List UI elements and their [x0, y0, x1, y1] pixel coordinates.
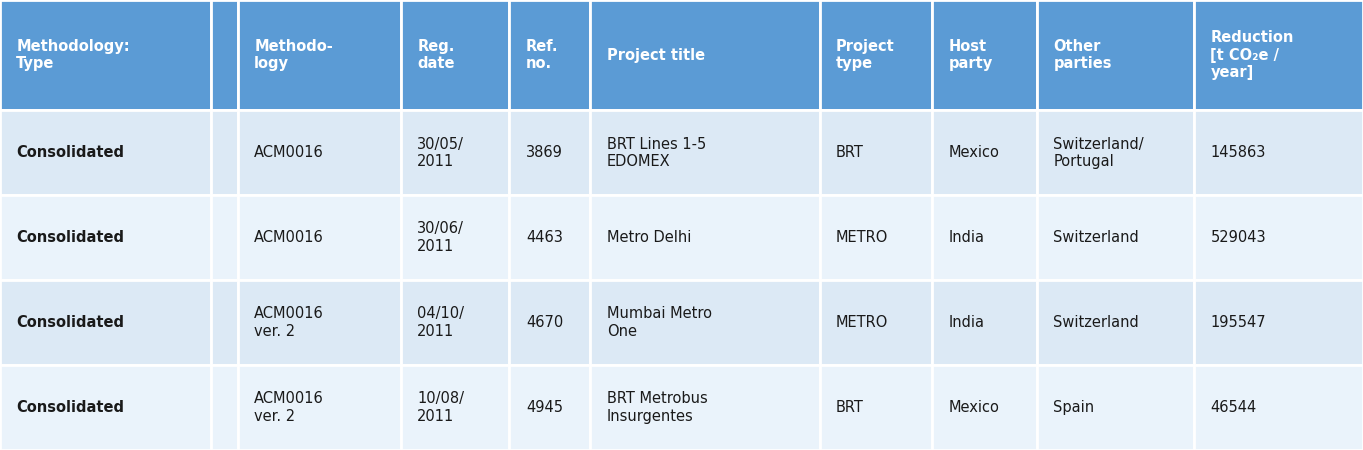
Text: Switzerland: Switzerland	[1054, 230, 1139, 245]
Text: 46544: 46544	[1210, 400, 1257, 415]
Bar	[1194, 195, 1363, 280]
Bar	[590, 365, 819, 450]
Bar	[211, 280, 237, 365]
Text: 195547: 195547	[1210, 315, 1266, 330]
Text: 3869: 3869	[526, 145, 563, 160]
Text: Spain: Spain	[1054, 400, 1094, 415]
Bar	[510, 280, 590, 365]
Bar	[932, 365, 1037, 450]
Text: Mexico: Mexico	[949, 400, 999, 415]
Bar	[1194, 110, 1363, 195]
Text: 145863: 145863	[1210, 145, 1266, 160]
Text: BRT: BRT	[836, 145, 864, 160]
Bar	[237, 110, 401, 195]
Text: 04/10/
2011: 04/10/ 2011	[417, 306, 465, 339]
Text: Reg.
date: Reg. date	[417, 39, 455, 71]
Text: BRT Metrobus
Insurgentes: BRT Metrobus Insurgentes	[607, 392, 707, 424]
Text: 10/08/
2011: 10/08/ 2011	[417, 392, 465, 424]
Bar	[590, 0, 819, 110]
Bar	[0, 195, 211, 280]
Text: 30/05/
2011: 30/05/ 2011	[417, 136, 463, 169]
Bar	[510, 195, 590, 280]
Text: BRT Lines 1-5
EDOMEX: BRT Lines 1-5 EDOMEX	[607, 136, 706, 169]
Text: Methodology:
Type: Methodology: Type	[16, 39, 129, 71]
Text: 30/06/
2011: 30/06/ 2011	[417, 221, 463, 254]
Text: Project
type: Project type	[836, 39, 895, 71]
Bar	[211, 110, 237, 195]
Bar	[401, 0, 510, 110]
Bar	[0, 365, 211, 450]
Bar	[1037, 110, 1194, 195]
Bar	[932, 195, 1037, 280]
Text: Switzerland/
Portugal: Switzerland/ Portugal	[1054, 136, 1144, 169]
Bar	[211, 0, 237, 110]
Text: 4670: 4670	[526, 315, 563, 330]
Text: ACM0016
ver. 2: ACM0016 ver. 2	[254, 306, 324, 339]
Text: Mumbai Metro
One: Mumbai Metro One	[607, 306, 711, 339]
Text: Consolidated: Consolidated	[16, 400, 124, 415]
Bar	[1037, 195, 1194, 280]
Text: 529043: 529043	[1210, 230, 1266, 245]
Bar	[819, 195, 932, 280]
Bar	[510, 0, 590, 110]
Bar	[590, 280, 819, 365]
Text: Switzerland: Switzerland	[1054, 315, 1139, 330]
Bar	[237, 365, 401, 450]
Text: India: India	[949, 315, 984, 330]
Text: Reduction
[t CO₂e /
year]: Reduction [t CO₂e / year]	[1210, 30, 1293, 80]
Text: Other
parties: Other parties	[1054, 39, 1112, 71]
Text: Consolidated: Consolidated	[16, 315, 124, 330]
Text: India: India	[949, 230, 984, 245]
Bar	[819, 365, 932, 450]
Text: ACM0016: ACM0016	[254, 230, 324, 245]
Bar	[932, 280, 1037, 365]
Text: Metro Delhi: Metro Delhi	[607, 230, 691, 245]
Text: ACM0016: ACM0016	[254, 145, 324, 160]
Bar	[1037, 280, 1194, 365]
Bar	[1194, 365, 1363, 450]
Bar	[510, 110, 590, 195]
Bar	[1194, 0, 1363, 110]
Bar	[0, 280, 211, 365]
Bar	[0, 110, 211, 195]
Text: Project title: Project title	[607, 48, 705, 63]
Bar	[401, 195, 510, 280]
Bar	[0, 0, 211, 110]
Bar	[819, 110, 932, 195]
Bar	[590, 110, 819, 195]
Bar	[237, 0, 401, 110]
Bar	[401, 365, 510, 450]
Bar	[1037, 365, 1194, 450]
Bar	[237, 280, 401, 365]
Bar	[932, 110, 1037, 195]
Text: Host
party: Host party	[949, 39, 992, 71]
Text: 4945: 4945	[526, 400, 563, 415]
Text: BRT: BRT	[836, 400, 864, 415]
Bar	[401, 110, 510, 195]
Bar	[590, 195, 819, 280]
Bar	[211, 195, 237, 280]
Bar	[510, 365, 590, 450]
Bar	[1037, 0, 1194, 110]
Bar	[819, 0, 932, 110]
Text: Ref.
no.: Ref. no.	[526, 39, 559, 71]
Text: Methodo-
logy: Methodo- logy	[254, 39, 333, 71]
Text: Consolidated: Consolidated	[16, 145, 124, 160]
Bar	[932, 0, 1037, 110]
Bar	[1194, 280, 1363, 365]
Text: METRO: METRO	[836, 315, 889, 330]
Text: Consolidated: Consolidated	[16, 230, 124, 245]
Bar	[819, 280, 932, 365]
Text: 4463: 4463	[526, 230, 563, 245]
Text: METRO: METRO	[836, 230, 889, 245]
Bar	[401, 280, 510, 365]
Text: ACM0016
ver. 2: ACM0016 ver. 2	[254, 392, 324, 424]
Bar	[211, 365, 237, 450]
Text: Mexico: Mexico	[949, 145, 999, 160]
Bar	[237, 195, 401, 280]
